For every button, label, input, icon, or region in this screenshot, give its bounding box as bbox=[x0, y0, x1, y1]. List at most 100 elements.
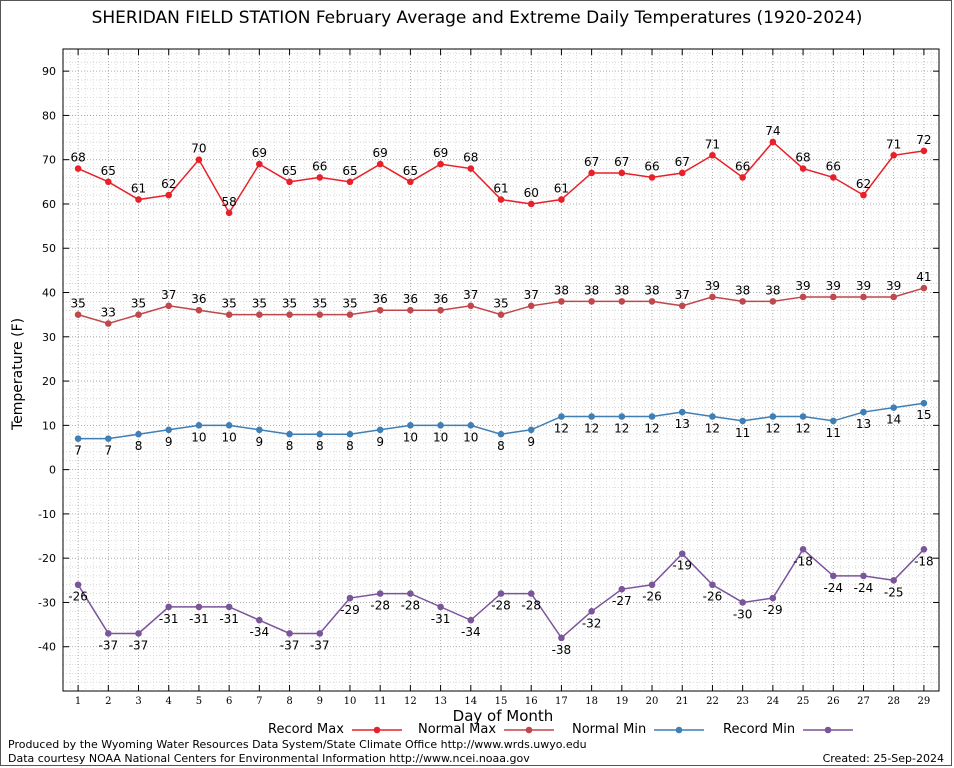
data-label: 37 bbox=[675, 288, 690, 302]
data-point bbox=[437, 160, 444, 168]
data-label: -28 bbox=[521, 599, 541, 613]
data-point bbox=[920, 147, 928, 155]
data-label: 71 bbox=[705, 137, 720, 151]
data-point bbox=[225, 209, 233, 217]
data-label: 39 bbox=[826, 279, 841, 293]
data-point bbox=[648, 413, 656, 420]
data-point bbox=[437, 306, 444, 314]
data-point bbox=[829, 417, 837, 425]
data-label: -31 bbox=[189, 612, 209, 626]
data-point bbox=[256, 311, 263, 318]
data-label: 11 bbox=[826, 426, 841, 440]
data-label: 65 bbox=[342, 164, 357, 178]
data-point bbox=[316, 430, 324, 438]
data-label: -28 bbox=[491, 599, 511, 613]
data-label: 37 bbox=[161, 288, 176, 302]
data-point bbox=[346, 594, 354, 602]
data-point bbox=[346, 430, 354, 438]
data-point bbox=[407, 306, 414, 314]
data-label: 68 bbox=[463, 151, 478, 165]
data-label: 9 bbox=[165, 435, 173, 449]
data-label: 41 bbox=[916, 270, 931, 284]
data-label: 10 bbox=[221, 430, 236, 444]
data-point bbox=[256, 426, 263, 434]
y-tick-label: -40 bbox=[38, 641, 56, 654]
data-label: -31 bbox=[431, 612, 451, 626]
data-label: 33 bbox=[101, 306, 116, 320]
data-point bbox=[286, 630, 293, 637]
y-tick-label: 70 bbox=[42, 154, 56, 167]
x-axis-label: Day of Month bbox=[452, 707, 554, 725]
data-label: 9 bbox=[376, 435, 384, 449]
data-point bbox=[527, 302, 535, 310]
data-point bbox=[648, 581, 656, 589]
data-label: 8 bbox=[316, 439, 324, 453]
data-label: -34 bbox=[461, 625, 481, 639]
legend-label: Record Min bbox=[723, 722, 796, 737]
data-point bbox=[648, 174, 656, 181]
data-label: -31 bbox=[219, 612, 239, 626]
legend-item: Record Min bbox=[723, 722, 854, 737]
data-point bbox=[195, 422, 203, 429]
data-label: 38 bbox=[765, 283, 780, 297]
data-point bbox=[225, 311, 233, 318]
x-tick-label: 16 bbox=[525, 696, 538, 707]
data-point bbox=[769, 594, 777, 602]
x-tick-label: 15 bbox=[495, 696, 508, 707]
x-tick-label: 14 bbox=[464, 696, 477, 707]
data-label: 35 bbox=[70, 297, 85, 311]
data-point bbox=[74, 581, 82, 589]
data-label: 15 bbox=[916, 408, 931, 422]
data-point bbox=[739, 417, 746, 425]
data-label: -29 bbox=[763, 603, 783, 617]
data-label: -38 bbox=[552, 643, 572, 657]
data-label: 67 bbox=[614, 155, 629, 169]
data-label: -24 bbox=[854, 581, 874, 595]
data-label: 8 bbox=[346, 439, 354, 453]
data-point bbox=[769, 413, 777, 420]
data-label: 8 bbox=[286, 439, 294, 453]
legend-item: Normal Min bbox=[572, 722, 705, 737]
y-tick-label: 40 bbox=[42, 287, 56, 300]
data-label: 10 bbox=[433, 430, 448, 444]
data-point bbox=[195, 156, 203, 163]
data-label: -32 bbox=[582, 616, 602, 630]
data-point bbox=[799, 413, 807, 420]
data-label: 39 bbox=[705, 279, 720, 293]
data-label: 12 bbox=[614, 421, 629, 435]
data-label: 38 bbox=[644, 283, 659, 297]
data-label: 12 bbox=[795, 421, 810, 435]
data-point bbox=[346, 311, 354, 318]
data-point bbox=[135, 196, 142, 203]
data-label: 58 bbox=[221, 195, 236, 209]
data-label: 69 bbox=[373, 146, 388, 160]
x-tick-label: 13 bbox=[434, 696, 447, 707]
x-tick-label: 2 bbox=[105, 696, 111, 707]
data-label: 38 bbox=[554, 283, 569, 297]
data-label: -37 bbox=[129, 638, 149, 652]
data-label: 70 bbox=[191, 142, 206, 156]
data-point bbox=[165, 191, 173, 199]
legend-swatch bbox=[803, 726, 854, 733]
legend-swatch bbox=[504, 726, 555, 733]
data-point bbox=[678, 550, 686, 558]
data-point bbox=[74, 435, 82, 442]
x-tick-label: 17 bbox=[555, 696, 568, 707]
x-tick-label: 27 bbox=[857, 696, 870, 707]
data-point bbox=[286, 178, 293, 186]
data-label: 71 bbox=[886, 137, 901, 151]
data-label: -18 bbox=[914, 554, 934, 568]
data-point bbox=[467, 422, 475, 429]
data-label: 66 bbox=[735, 159, 750, 173]
x-tick-label: 29 bbox=[918, 696, 931, 707]
data-point bbox=[799, 165, 807, 172]
data-point bbox=[618, 585, 626, 593]
data-point bbox=[618, 413, 626, 420]
data-label: 8 bbox=[497, 439, 505, 453]
data-point bbox=[829, 572, 837, 580]
data-label: 13 bbox=[856, 417, 871, 431]
data-point bbox=[225, 603, 233, 611]
data-point bbox=[799, 293, 807, 301]
data-point bbox=[105, 178, 112, 186]
data-point bbox=[558, 196, 565, 203]
